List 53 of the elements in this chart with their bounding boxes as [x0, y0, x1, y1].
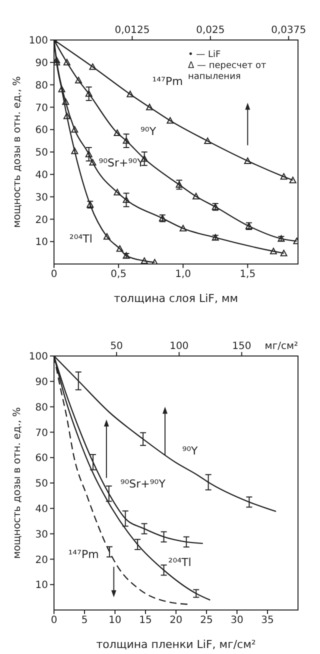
y-tick-label: 30	[35, 192, 48, 204]
y-tick-label: 30	[35, 529, 48, 540]
y-tick-label: 70	[35, 102, 48, 114]
series-label: ⁹⁰Y	[182, 444, 198, 458]
annotation: Δ — пересчет от напыления	[188, 61, 268, 83]
y-tick-label: 70	[35, 428, 48, 439]
series-label: ¹⁴⁷Pm	[68, 548, 99, 561]
series-label: ²⁰⁴Tl	[69, 232, 92, 246]
x2-tick-label: 0,025	[196, 25, 225, 36]
x2-tick-label: 50	[110, 341, 123, 352]
y-tick-label: 60	[35, 125, 48, 136]
y-tick-label: 40	[35, 170, 48, 181]
x-tick-label: 20	[170, 615, 182, 626]
x-tick-label: 0,5	[110, 269, 127, 280]
x2-tick-label: 0,0375	[271, 25, 306, 36]
y-axis-title: мощность дозы в отн. ед., %	[12, 76, 23, 228]
x2-tick-label: 0,0125	[114, 25, 150, 36]
y-tick-label: 20	[35, 214, 48, 226]
y-tick-label: 40	[35, 504, 48, 515]
x2-tick-label: 100	[170, 341, 189, 352]
x-tick-label: 35	[261, 615, 274, 626]
x-tick-label: 1,5	[240, 269, 256, 280]
x-axis-title: толщина слоя LiF, мм	[114, 292, 238, 305]
y-tick-label: 100	[28, 36, 48, 47]
x2-tick-label: 150	[232, 341, 252, 352]
x-tick-label: 10	[108, 615, 122, 626]
series-label: ²⁰⁴Tl	[168, 556, 192, 570]
y-tick-label: 50	[35, 148, 48, 159]
series-label: ¹⁴⁷Pm	[152, 75, 183, 88]
series-label: ⁹⁰Sr+⁹⁰Y	[98, 156, 144, 170]
y-tick-label: 80	[35, 402, 48, 414]
x2-axis-title: мг/см²	[264, 341, 298, 352]
y-tick-label: 100	[28, 352, 48, 363]
x-axis-title: толщина пленки LiF, мг/см²	[96, 638, 256, 651]
y-tick-label: 50	[35, 478, 48, 490]
x-tick-label: 0	[50, 615, 58, 626]
x-tick-label: 15	[139, 615, 152, 626]
y-tick-label: 10	[35, 580, 48, 592]
y-tick-label: 90	[35, 376, 48, 388]
y-axis-title: мощность дозы в отн. ед., %	[12, 407, 23, 559]
x-tick-label: 30	[230, 615, 244, 626]
series-label: ⁹⁰Sr+⁹⁰Y	[120, 478, 166, 491]
x-tick-label: 25	[200, 615, 213, 626]
y-tick-label: 60	[35, 453, 48, 464]
y-tick-label: 10	[35, 237, 48, 248]
x-tick-label: 0	[50, 269, 58, 280]
y-tick-label: 20	[35, 554, 48, 566]
x-tick-label: 5	[81, 615, 88, 626]
annotation: • — LiF	[188, 50, 222, 61]
y-tick-label: 80	[35, 80, 48, 92]
series-label: ⁹⁰Y	[140, 124, 156, 138]
x-tick-label: 1,0	[175, 269, 192, 280]
y-tick-label: 90	[35, 58, 48, 69]
